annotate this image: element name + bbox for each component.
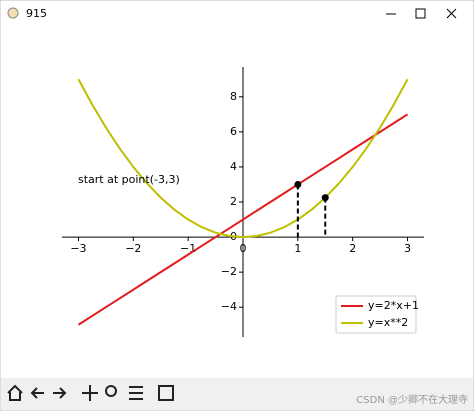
home-button[interactable] (7, 384, 23, 401)
series-line (77, 113, 409, 326)
back-button[interactable] (30, 387, 44, 399)
save-button[interactable] (158, 385, 174, 401)
legend-label: y=2*x+1 (368, 299, 419, 312)
point (321, 194, 329, 202)
close-button[interactable] (446, 8, 457, 19)
x-tick-label: 1 (294, 242, 301, 255)
toolbar-icons (7, 384, 174, 401)
x-tick-label: −1 (180, 242, 196, 255)
maximize-button[interactable] (415, 8, 426, 19)
y-tick-label: 4 (230, 160, 237, 173)
configure-button[interactable] (129, 386, 143, 400)
window-title: 915 (26, 7, 47, 20)
x-tick-label: 3 (404, 242, 411, 255)
y-tick-label: 2 (230, 195, 237, 208)
x-tick-label: 0 (240, 242, 247, 255)
y-tick-label: 6 (230, 125, 237, 138)
zoom-button[interactable] (105, 385, 117, 397)
y-tick-label: 8 (230, 90, 237, 103)
y-tick-label: −2 (221, 265, 237, 278)
app-icon (7, 7, 19, 19)
pan-button[interactable] (82, 385, 98, 401)
watermark: CSDN @少卿不在大理寺 (356, 393, 468, 406)
x-tick-label: −2 (125, 242, 141, 255)
x-tick-label: −3 (70, 242, 86, 255)
forward-button[interactable] (53, 387, 67, 399)
annotation: start at point(-3,3) (78, 173, 180, 186)
point (294, 180, 302, 188)
x-tick-label: 2 (349, 242, 356, 255)
toolbar (1, 378, 473, 410)
legend-label: y=x**2 (368, 316, 408, 329)
y-tick-label: −4 (221, 300, 237, 313)
series-line (77, 78, 409, 239)
